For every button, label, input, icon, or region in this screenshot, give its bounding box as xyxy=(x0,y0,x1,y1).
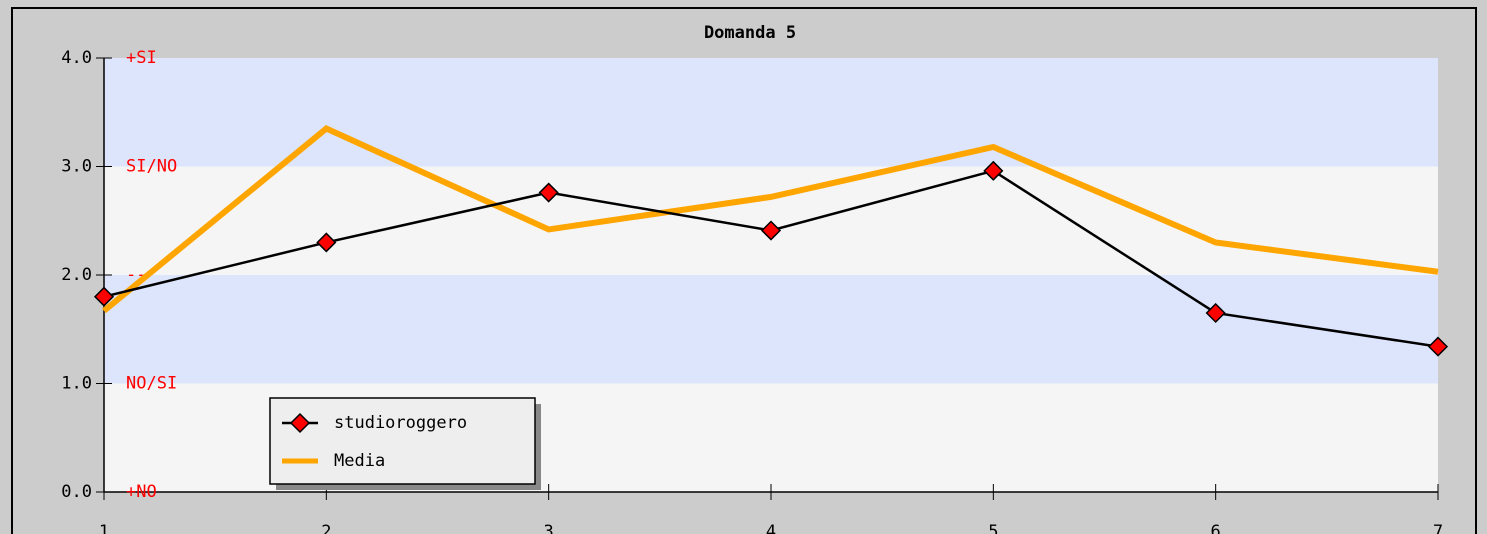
x-tick-label: 4 xyxy=(766,522,776,534)
x-tick-label: 5 xyxy=(988,522,998,534)
y-tick-label: 3.0 xyxy=(61,157,92,177)
y-tick-label: 4.0 xyxy=(61,48,92,68)
y-tick-label: 2.0 xyxy=(61,265,92,285)
marker xyxy=(983,160,1004,181)
band-label: +SI xyxy=(126,48,157,68)
y-tick-label: 0.0 xyxy=(61,482,92,502)
band xyxy=(104,58,1438,167)
band-label: NO/SI xyxy=(126,374,177,394)
x-tick-label: 1 xyxy=(99,522,109,534)
chart-title: Domanda 5 xyxy=(704,23,796,43)
legend-label: studioroggero xyxy=(334,413,467,433)
band-label: SI/NO xyxy=(126,157,177,177)
legend xyxy=(269,397,536,485)
marker xyxy=(538,182,559,203)
legend-label: Media xyxy=(334,451,385,471)
x-tick-label: 6 xyxy=(1211,522,1221,534)
x-tick-label: 2 xyxy=(321,522,331,534)
x-tick-label: 7 xyxy=(1433,522,1443,534)
marker xyxy=(760,220,782,241)
plot-area xyxy=(104,58,1438,492)
marker xyxy=(1205,302,1226,324)
average-line xyxy=(102,125,1439,314)
band xyxy=(104,275,1438,384)
legend-marker xyxy=(289,412,311,434)
marker xyxy=(93,286,115,307)
marker xyxy=(1427,336,1449,357)
band-label: +NO xyxy=(126,482,157,502)
marker xyxy=(316,232,337,253)
y-tick-label: 1.0 xyxy=(61,374,92,394)
x-tick-label: 3 xyxy=(544,522,554,534)
